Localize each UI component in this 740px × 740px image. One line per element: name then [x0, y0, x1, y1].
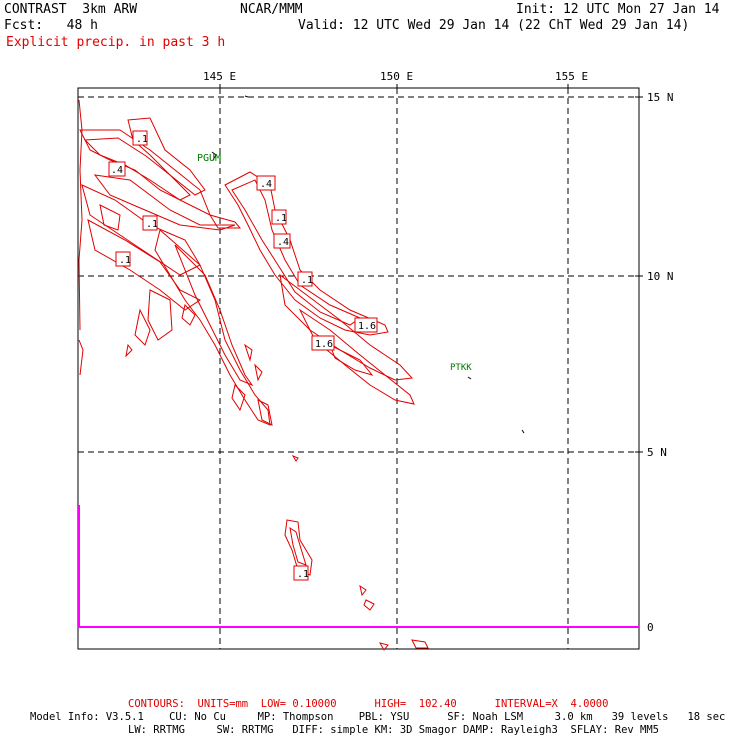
lon-label-150: 150 E [380, 70, 413, 83]
valid-time: Valid: 12 UTC Wed 29 Jan 14 (22 ChT Wed … [298, 18, 690, 33]
contour-label: .1 [275, 213, 287, 224]
init-time: Init: 12 UTC Mon 27 Jan 14 [516, 2, 720, 17]
lat-label-15: 15 N [647, 91, 674, 104]
graticule [78, 88, 639, 649]
contour-label: 1.6 [358, 321, 376, 332]
contour-label: .1 [301, 275, 313, 286]
forecast-hour: Fcst: 48 h [4, 18, 98, 33]
station-pgum: PGUM [197, 153, 221, 164]
lat-label-5: 5 N [647, 446, 667, 459]
magenta-boundary [78, 505, 639, 628]
model-info-line-1: Model Info: V3.5.1 CU: No Cu MP: Thompso… [30, 711, 726, 723]
contour-info: CONTOURS: UNITS=mm LOW= 0.10000 HIGH= 10… [128, 698, 609, 710]
lat-label-0: 0 [647, 621, 654, 634]
field-title: Explicit precip. in past 3 h [6, 35, 226, 50]
model-info-line-2: LW: RRTMG SW: RRTMG DIFF: simple KM: 3D … [128, 724, 660, 736]
contour-label: .1 [297, 569, 309, 580]
tick-marks [219, 84, 643, 453]
org-label: NCAR/MMM [240, 2, 303, 17]
contour-label: .1 [146, 219, 158, 230]
contour-label: 1.6 [315, 339, 333, 350]
station-ptkk: PTKK [450, 363, 472, 373]
contour-label: .1 [119, 255, 131, 266]
lat-label-10: 10 N [647, 270, 674, 283]
precip-contours [78, 99, 429, 651]
coastlines [211, 95, 525, 434]
map-frame [77, 87, 640, 650]
lon-label-155: 155 E [555, 70, 588, 83]
contour-label: .4 [260, 179, 272, 190]
contour-label-group: .1 .4 .1 .1 .4 .1 .4 .1 1.6 1.6 .1 [108, 130, 378, 581]
contour-label: .4 [277, 237, 289, 248]
contour-label: .1 [136, 134, 148, 145]
model-title: CONTRAST 3km ARW [4, 2, 138, 17]
lon-label-145: 145 E [203, 70, 236, 83]
contour-label: .4 [111, 165, 123, 176]
